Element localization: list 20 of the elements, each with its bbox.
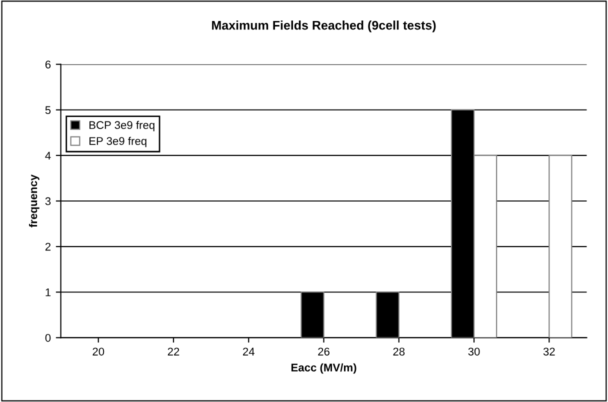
x-tick-label: 20 [92,348,104,356]
y-tick-label: 1 [46,288,51,296]
y-tick-label: 4 [45,152,51,160]
x-tick-label: 26 [318,348,330,356]
x-axis-title: Eacc (MV/m) [291,363,356,374]
legend-label: BCP 3e9 freq [89,120,154,132]
x-tick-label: 24 [243,348,254,356]
x-tick-label: 30 [468,348,480,356]
legend-label: EP 3e9 freq [89,136,146,148]
y-tick-label: 2 [45,242,51,251]
y-axis-title: frequency [28,174,40,228]
y-tick-label: 3 [45,197,51,206]
chart-title: Maximum Fields Reached (9cell tests) [212,20,436,32]
y-tick-label: 6 [45,60,51,68]
x-tick-label: 28 [393,348,405,356]
y-tick-label: 5 [45,106,51,114]
y-tick-label: 0 [45,334,51,342]
x-tick-label: 32 [543,348,555,356]
x-tick-label: 22 [168,348,180,356]
bar [548,154,572,338]
